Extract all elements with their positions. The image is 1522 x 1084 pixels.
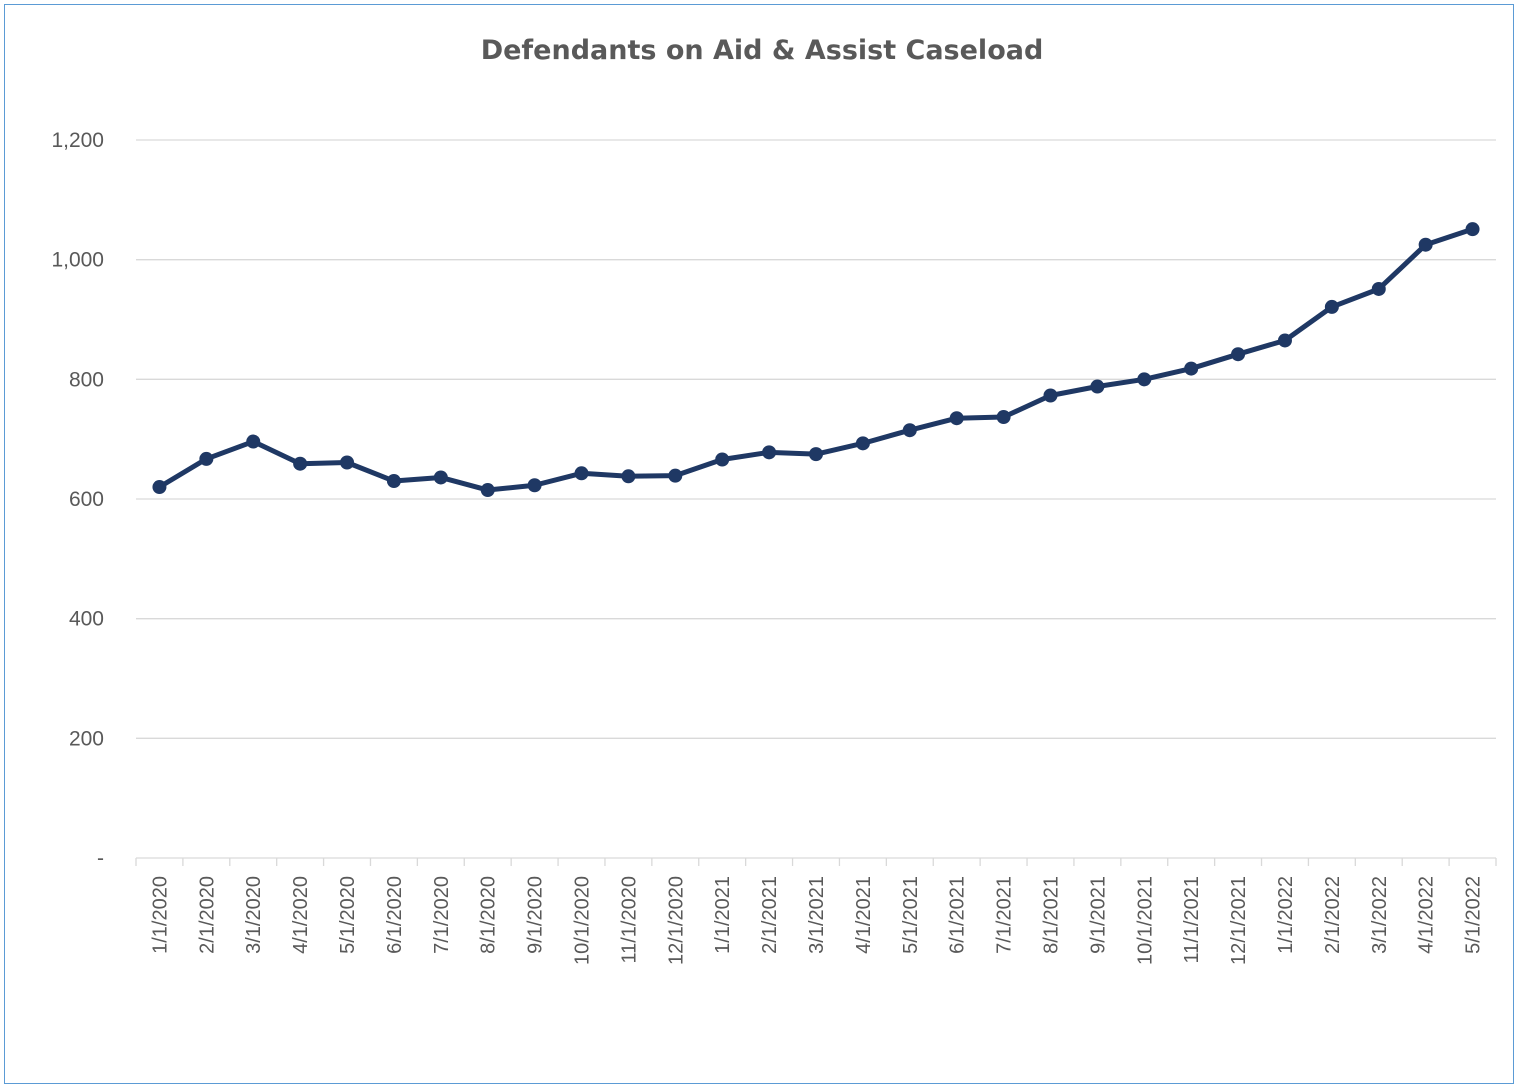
chart-frame — [4, 4, 1514, 1084]
data-point — [668, 468, 683, 483]
x-tick-label: 7/1/2020 — [431, 876, 453, 954]
data-point — [246, 434, 261, 449]
data-point — [715, 452, 730, 467]
x-tick-label: 5/1/2022 — [1463, 876, 1485, 954]
data-point — [1090, 379, 1105, 394]
x-tick-label: 2/1/2022 — [1322, 876, 1344, 954]
x-tick-label: 11/1/2021 — [1181, 876, 1203, 964]
data-point — [902, 423, 917, 438]
x-axis — [135, 857, 1497, 866]
chart-title: Defendants on Aid & Assist Caseload — [481, 35, 1044, 66]
x-tick-label: 5/1/2021 — [900, 876, 922, 954]
data-point — [996, 410, 1011, 425]
x-tick-labels: 1/1/2020 2/1/2020 3/1/2020 4/1/2020 5/1/2020… — [149, 876, 1484, 965]
data-point — [386, 474, 401, 489]
x-tick-label: 2/1/2021 — [759, 876, 781, 954]
x-tick-label: 10/1/2021 — [1134, 876, 1156, 965]
data-point — [433, 470, 448, 485]
data-point — [621, 469, 636, 484]
data-point — [855, 436, 870, 451]
x-tick-label: 6/1/2021 — [947, 876, 969, 954]
x-tick-label: 8/1/2020 — [478, 876, 500, 954]
x-tick-label: 3/1/2021 — [806, 876, 828, 954]
data-point — [762, 445, 777, 460]
data-point — [199, 451, 214, 466]
x-tick-label: 3/1/2022 — [1369, 876, 1391, 954]
x-tick-label: 5/1/2020 — [337, 876, 359, 954]
data-point — [1418, 237, 1433, 252]
x-tick-label: 1/1/2022 — [1275, 876, 1297, 954]
x-tick-label: 11/1/2020 — [618, 876, 640, 964]
y-tick-label: - — [97, 847, 104, 870]
x-tick-label: 1/1/2020 — [149, 876, 171, 954]
x-tick-label: 7/1/2021 — [994, 876, 1016, 954]
y-tick-label: 400 — [69, 608, 104, 631]
x-tick-label: 10/1/2020 — [572, 876, 594, 965]
x-tick-label: 12/1/2020 — [665, 876, 687, 965]
data-point — [293, 456, 308, 471]
y-tick-label: 200 — [69, 727, 104, 750]
data-point — [1465, 222, 1480, 237]
x-tick-label: 12/1/2021 — [1228, 876, 1250, 965]
data-point — [1371, 281, 1386, 296]
x-tick-label: 4/1/2020 — [290, 876, 312, 954]
data-point — [809, 447, 823, 462]
y-axis: - 200 400 600 800 1,000 1,200 — [51, 129, 104, 870]
x-tick-label: 2/1/2020 — [196, 876, 218, 954]
data-point — [1231, 347, 1246, 362]
x-tick-label: 4/1/2021 — [853, 876, 875, 954]
y-tick-label: 1,000 — [51, 249, 104, 272]
data-point — [152, 480, 167, 495]
x-tick-label: 6/1/2020 — [384, 876, 406, 954]
y-tick-label: 600 — [69, 488, 104, 511]
x-tick-label: 9/1/2020 — [525, 876, 547, 954]
data-point — [1277, 333, 1292, 348]
x-tick-label: 9/1/2021 — [1087, 876, 1109, 954]
data-point — [574, 466, 589, 481]
gridlines — [136, 139, 1496, 739]
x-tick-label: 4/1/2022 — [1416, 876, 1438, 954]
data-point — [340, 455, 355, 470]
data-point — [1043, 388, 1058, 403]
data-point — [527, 478, 542, 493]
data-point — [1137, 372, 1152, 387]
data-point — [1184, 361, 1199, 376]
y-tick-label: 1,200 — [51, 129, 104, 152]
x-tick-label: 1/1/2021 — [712, 876, 734, 954]
x-tick-label: 8/1/2021 — [1040, 876, 1062, 954]
data-point — [1324, 299, 1339, 314]
data-point — [480, 483, 495, 498]
y-tick-label: 800 — [69, 368, 104, 391]
series-line-group — [152, 222, 1480, 498]
data-point — [949, 411, 964, 426]
x-tick-label: 3/1/2020 — [243, 876, 265, 954]
